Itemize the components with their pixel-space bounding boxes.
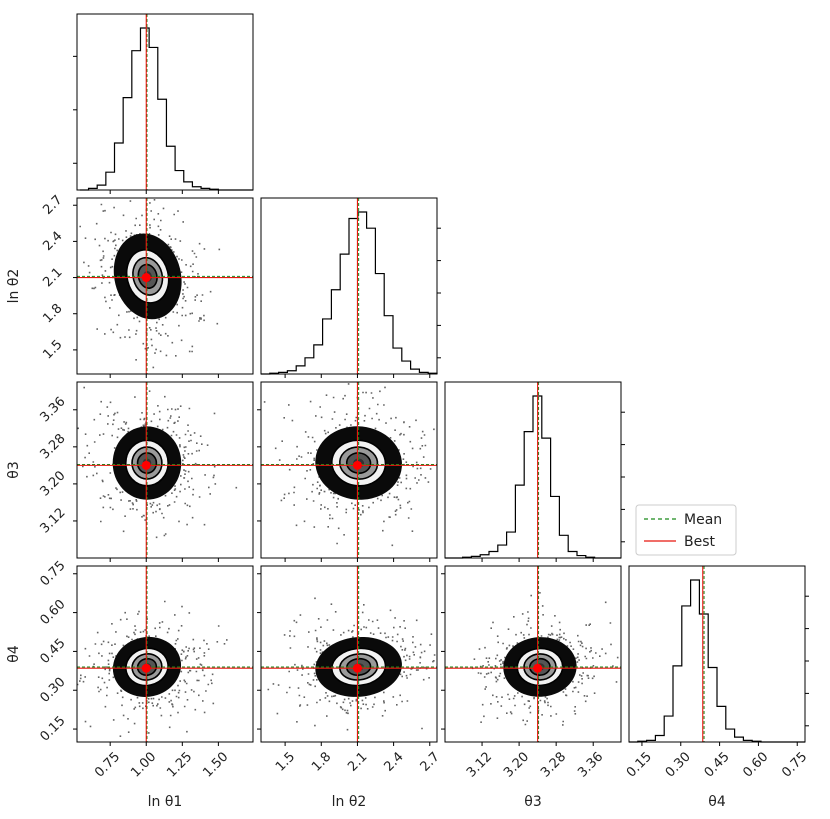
panels-layer [73, 13, 809, 746]
y-tick-label: 3.36 [37, 394, 68, 425]
legend: Mean Best [635, 504, 737, 556]
legend-mean-label: Mean [684, 512, 722, 528]
y-tick-label: 1.8 [40, 301, 65, 326]
panel-frame [76, 13, 254, 191]
y-tick-label: 0.45 [37, 636, 68, 667]
panel-frame [260, 565, 438, 743]
panel-frame [444, 565, 622, 743]
y-tick-label: 2.7 [40, 193, 65, 218]
scatter-body [77, 198, 253, 374]
x-tick-label: 1.25 [164, 749, 195, 780]
scatter-body [77, 382, 253, 558]
y-tick-label: 0.15 [37, 714, 68, 745]
x-tick-label: 2.4 [381, 749, 406, 774]
histogram-panel-p1 [73, 13, 254, 194]
panel-frame [260, 381, 438, 559]
scatter-panel-p1-p2 [73, 197, 254, 378]
y-axis-label-p3: θ3 [6, 461, 22, 478]
panel-frame [76, 197, 254, 375]
x-tick-label: 2.1 [345, 749, 370, 774]
y-tick-label: 3.12 [37, 505, 68, 536]
scatter-body [77, 566, 253, 742]
panel-frame [444, 381, 622, 559]
panel-frame [76, 381, 254, 559]
x-tick-label: 1.5 [273, 749, 298, 774]
x-axis-label-p4: θ4 [708, 794, 726, 810]
x-tick-label: 1.00 [128, 749, 159, 780]
best-point [352, 460, 362, 470]
y-tick-label: 3.20 [37, 468, 68, 499]
x-tick-label: 0.75 [779, 749, 810, 780]
histogram-p1 [79, 27, 253, 191]
histogram-panel-p2 [260, 197, 441, 378]
y-tick-label: 0.30 [37, 675, 68, 706]
panel-frame [260, 197, 438, 375]
y-axis-label-p2: ln θ2 [6, 269, 22, 304]
x-tick-label: 3.36 [575, 749, 606, 780]
y-tick-label: 0.75 [37, 558, 68, 589]
x-tick-label: 0.30 [663, 749, 694, 780]
x-tick-label: 0.60 [740, 749, 771, 780]
x-tick-label: 0.45 [702, 749, 733, 780]
y-axis-label-p4: θ4 [6, 645, 22, 663]
x-axis-label-p1: ln θ1 [148, 794, 183, 810]
y-tick-label: 2.1 [40, 265, 65, 290]
x-axis-label-p3: θ3 [524, 794, 541, 810]
scatter-panel-p3-p4 [441, 565, 622, 746]
histogram-p3 [445, 395, 621, 559]
histogram-p4 [629, 579, 805, 743]
legend-frame [635, 504, 737, 556]
scatter-panel-p1-p4 [73, 565, 254, 746]
scatter-panel-p2-p4 [257, 565, 438, 746]
x-tick-label: 1.8 [309, 749, 334, 774]
scatter-panel-p2-p3 [257, 381, 438, 562]
x-tick-label: 3.12 [464, 749, 495, 780]
histogram-p2 [261, 211, 438, 375]
scatter-points [79, 199, 221, 369]
x-tick-label: 3.28 [538, 749, 569, 780]
x-axis-label-p2: ln θ2 [332, 794, 367, 810]
best-point [141, 273, 151, 283]
best-point [533, 663, 543, 673]
histogram-panel-p4 [628, 565, 809, 746]
y-tick-label: 2.4 [40, 229, 65, 254]
scatter-points [267, 597, 436, 731]
panel-frame [628, 565, 806, 743]
y-tick-label: 1.5 [40, 337, 65, 362]
x-tick-label: 0.15 [624, 749, 655, 780]
y-tick-label: 3.28 [37, 431, 68, 462]
best-point [141, 663, 151, 673]
scatter-body [445, 566, 621, 742]
best-point [352, 663, 362, 673]
panel-frame [76, 565, 254, 743]
histogram-panel-p3 [444, 381, 625, 562]
best-point [141, 460, 151, 470]
x-tick-label: 0.75 [92, 749, 123, 780]
scatter-body [261, 382, 437, 558]
y-tick-label: 0.60 [37, 597, 68, 628]
scatter-body [261, 566, 437, 742]
scatter-panel-p1-p3 [73, 381, 254, 562]
x-tick-label: 1.50 [200, 749, 231, 780]
x-tick-label: 2.7 [418, 749, 443, 774]
x-tick-label: 3.20 [501, 749, 532, 780]
legend-best-label: Best [684, 534, 716, 550]
